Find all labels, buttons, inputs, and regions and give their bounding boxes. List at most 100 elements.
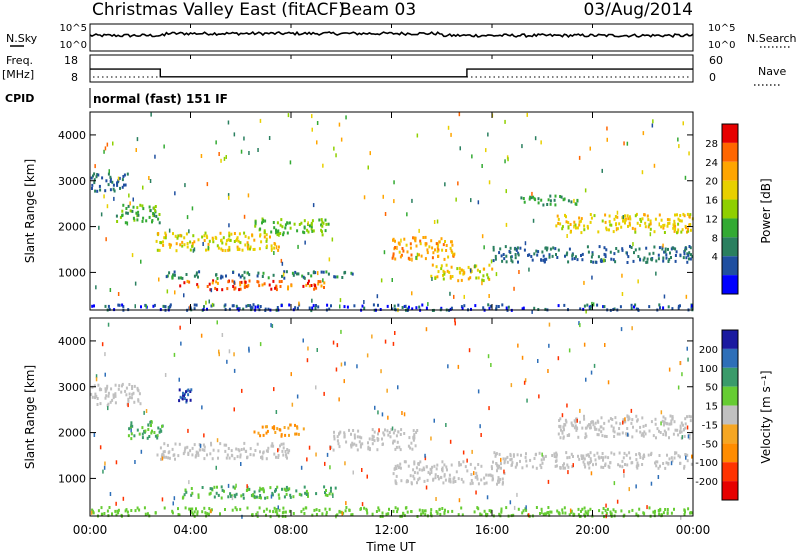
velocity-panel-cell [114, 383, 117, 387]
velocity-panel-cell [131, 385, 134, 388]
power-panel-noise [471, 154, 473, 159]
velocity-panel-cell [684, 417, 687, 421]
velocity-panel-cell [278, 496, 281, 500]
velocity-panel-cell [208, 507, 211, 510]
power-panel-cell [264, 307, 267, 311]
velocity-panel-cell [650, 420, 653, 424]
velocity-panel-cell [485, 512, 487, 516]
velocity-panel-cell [235, 508, 238, 512]
velocity-panel-cell [387, 433, 390, 437]
velocity-panel-cell [280, 442, 283, 446]
velocity-panel-noise [679, 361, 681, 366]
power-panel-cell [282, 233, 285, 237]
velocity-panel-noise [338, 397, 340, 402]
velocity-panel-cell [575, 426, 578, 430]
velocity-panel-cell [226, 453, 229, 457]
velocity-panel-cell [223, 489, 225, 493]
power-panel-cell [279, 223, 282, 227]
velocity-panel-noise [579, 408, 581, 413]
velocity-panel-cell [600, 430, 603, 434]
power-panel-cell [228, 234, 231, 238]
power-panel-cell [238, 307, 241, 311]
power-panel-cell [127, 204, 130, 208]
colorbar-tick-label: 15 [705, 402, 718, 413]
velocity-panel-cell [315, 492, 318, 496]
velocity-panel-cell [635, 512, 638, 516]
velocity-panel-noise [590, 471, 593, 476]
power-panel-cell [247, 236, 250, 240]
power-panel-cell [212, 279, 215, 283]
velocity-panel-cell [550, 510, 553, 514]
velocity-panel-cell [271, 493, 274, 497]
velocity-panel-cell [272, 444, 275, 448]
velocity-panel-cell [381, 511, 384, 515]
velocity-panel-cell [227, 495, 230, 499]
velocity-panel-noise [101, 342, 104, 347]
power-panel-cell [571, 257, 574, 261]
velocity-panel-cell [211, 457, 214, 461]
velocity-panel-cell [128, 392, 131, 396]
velocity-panel-cell [688, 414, 691, 418]
power-panel-cell [216, 244, 219, 248]
power-panel-cell [118, 176, 121, 180]
power-panel-cell [277, 229, 280, 233]
power-panel-noise [281, 261, 284, 266]
velocity-panel-cell [497, 477, 500, 481]
power-panel-cell [629, 217, 632, 221]
velocity-panel-cell [451, 509, 454, 513]
power-panel-cell [180, 276, 182, 280]
power-panel-cell [667, 305, 670, 309]
velocity-panel-cell [196, 512, 199, 516]
velocity-panel-cell [542, 512, 545, 516]
velocity-panel-cell [631, 435, 634, 439]
velocity-panel-cell [203, 448, 206, 452]
velocity-panel-noise [557, 356, 560, 361]
velocity-panel-cell [557, 432, 560, 436]
freq-label-1: Freq. [6, 54, 33, 67]
power-panel-cell [168, 242, 171, 246]
velocity-panel-cell [161, 424, 163, 428]
power-panel-noise [210, 288, 213, 293]
power-panel-cell [451, 243, 454, 247]
velocity-panel-cell [432, 477, 435, 481]
power-panel-noise [400, 238, 402, 243]
power-panel-cell [434, 248, 436, 252]
velocity-panel-cell [283, 426, 286, 429]
power-panel-cell [673, 219, 676, 223]
velocity-panel-cell [539, 512, 541, 515]
freq-trace [90, 68, 693, 78]
power-panel-cell [312, 270, 315, 274]
power-panel-cell [665, 253, 668, 257]
x-tick-label: 16:00 [475, 523, 510, 537]
power-panel-cell [628, 221, 631, 225]
power-panel-cell [215, 236, 218, 240]
velocity-panel-cell [491, 474, 494, 478]
velocity-panel-cell [447, 510, 450, 514]
velocity-panel-cell [483, 509, 486, 513]
power-panel-cell [681, 228, 684, 232]
power-panel-cell [679, 214, 682, 217]
power-panel [90, 112, 694, 314]
velocity-panel-cell [592, 463, 594, 467]
power-panel-noise [455, 197, 457, 202]
velocity-panel-cell [684, 426, 687, 430]
power-panel-cell [573, 257, 576, 260]
power-panel-cell [680, 219, 683, 223]
velocity-panel-cell [655, 464, 658, 468]
velocity-panel-noise [605, 503, 607, 508]
power-panel-noise [335, 153, 337, 158]
colorbar-tick-label: 24 [705, 158, 718, 169]
velocity-panel-cell [197, 493, 200, 497]
power-panel-cell [225, 274, 227, 278]
power-panel-cell [225, 242, 228, 246]
velocity-panel-cell [371, 428, 374, 432]
velocity-panel-cell [584, 465, 587, 469]
velocity-panel-noise [127, 403, 129, 408]
velocity-panel-noise [547, 369, 549, 373]
power-panel-cell [597, 230, 600, 234]
velocity-panel-cell [642, 424, 645, 428]
velocity-panel-cell [337, 442, 340, 446]
velocity-panel-cell [104, 396, 107, 400]
velocity-panel-cell [415, 430, 418, 434]
velocity-panel-noise [538, 394, 540, 399]
